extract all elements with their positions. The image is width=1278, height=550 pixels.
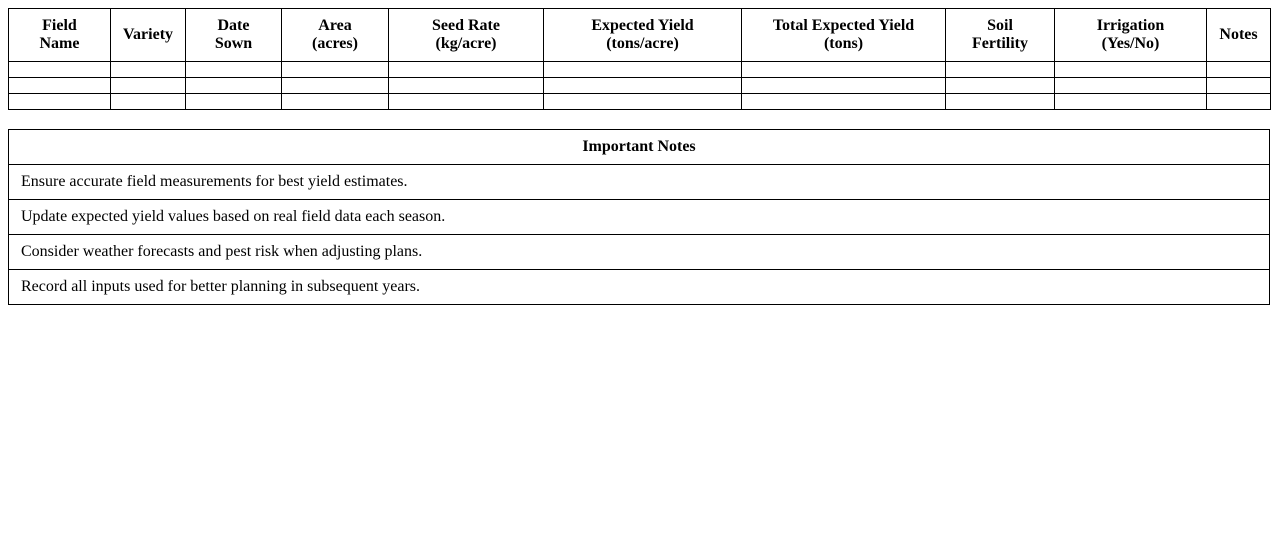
header-area: Area (acres) xyxy=(281,8,389,62)
table-header-row: Field Name Variety Date Sown Area (acres… xyxy=(8,8,1271,62)
table-cell[interactable] xyxy=(741,77,946,94)
table-row xyxy=(8,61,1271,78)
table-cell[interactable] xyxy=(388,61,544,78)
header-variety: Variety xyxy=(110,8,186,62)
table-cell[interactable] xyxy=(281,77,389,94)
header-seed-rate: Seed Rate (kg/acre) xyxy=(388,8,544,62)
table-cell[interactable] xyxy=(543,61,742,78)
table-cell[interactable] xyxy=(185,77,282,94)
note-item: Update expected yield values based on re… xyxy=(8,199,1270,235)
table-cell[interactable] xyxy=(388,77,544,94)
table-cell[interactable] xyxy=(945,77,1055,94)
table-cell[interactable] xyxy=(1206,61,1271,78)
important-notes-table: Important Notes Ensure accurate field me… xyxy=(8,129,1270,305)
table-cell[interactable] xyxy=(945,93,1055,110)
note-item: Record all inputs used for better planni… xyxy=(8,269,1270,305)
table-cell[interactable] xyxy=(945,61,1055,78)
header-soil-fertility: Soil Fertility xyxy=(945,8,1055,62)
note-item: Ensure accurate field measurements for b… xyxy=(8,164,1270,200)
table-cell[interactable] xyxy=(110,77,186,94)
table-cell[interactable] xyxy=(281,61,389,78)
table-row xyxy=(8,93,1271,110)
table-cell[interactable] xyxy=(1054,93,1207,110)
table-cell[interactable] xyxy=(110,93,186,110)
note-item: Consider weather forecasts and pest risk… xyxy=(8,234,1270,270)
notes-title: Important Notes xyxy=(8,129,1270,165)
table-row xyxy=(8,77,1271,94)
header-notes: Notes xyxy=(1206,8,1271,62)
note-row: Update expected yield values based on re… xyxy=(8,199,1270,235)
table-cell[interactable] xyxy=(185,93,282,110)
table-cell[interactable] xyxy=(741,61,946,78)
table-cell[interactable] xyxy=(1054,61,1207,78)
table-cell[interactable] xyxy=(543,77,742,94)
table-cell[interactable] xyxy=(8,61,111,78)
header-date-sown: Date Sown xyxy=(185,8,282,62)
planting-plan-table: Field Name Variety Date Sown Area (acres… xyxy=(8,8,1271,110)
table-cell[interactable] xyxy=(741,93,946,110)
table-cell[interactable] xyxy=(1054,77,1207,94)
note-row: Ensure accurate field measurements for b… xyxy=(8,164,1270,200)
table-cell[interactable] xyxy=(8,93,111,110)
table-cell[interactable] xyxy=(110,61,186,78)
document-body: Field Name Variety Date Sown Area (acres… xyxy=(8,8,1271,305)
table-cell[interactable] xyxy=(185,61,282,78)
note-row: Record all inputs used for better planni… xyxy=(8,269,1270,305)
table-cell[interactable] xyxy=(543,93,742,110)
table-cell[interactable] xyxy=(388,93,544,110)
header-irrigation: Irrigation (Yes/No) xyxy=(1054,8,1207,62)
header-expected-yield: Expected Yield (tons/acre) xyxy=(543,8,742,62)
table-cell[interactable] xyxy=(8,77,111,94)
header-field-name: Field Name xyxy=(8,8,111,62)
note-row: Consider weather forecasts and pest risk… xyxy=(8,234,1270,270)
header-total-expected-yield: Total Expected Yield (tons) xyxy=(741,8,946,62)
table-cell[interactable] xyxy=(1206,93,1271,110)
table-cell[interactable] xyxy=(281,93,389,110)
table-cell[interactable] xyxy=(1206,77,1271,94)
notes-header-row: Important Notes xyxy=(8,129,1270,165)
